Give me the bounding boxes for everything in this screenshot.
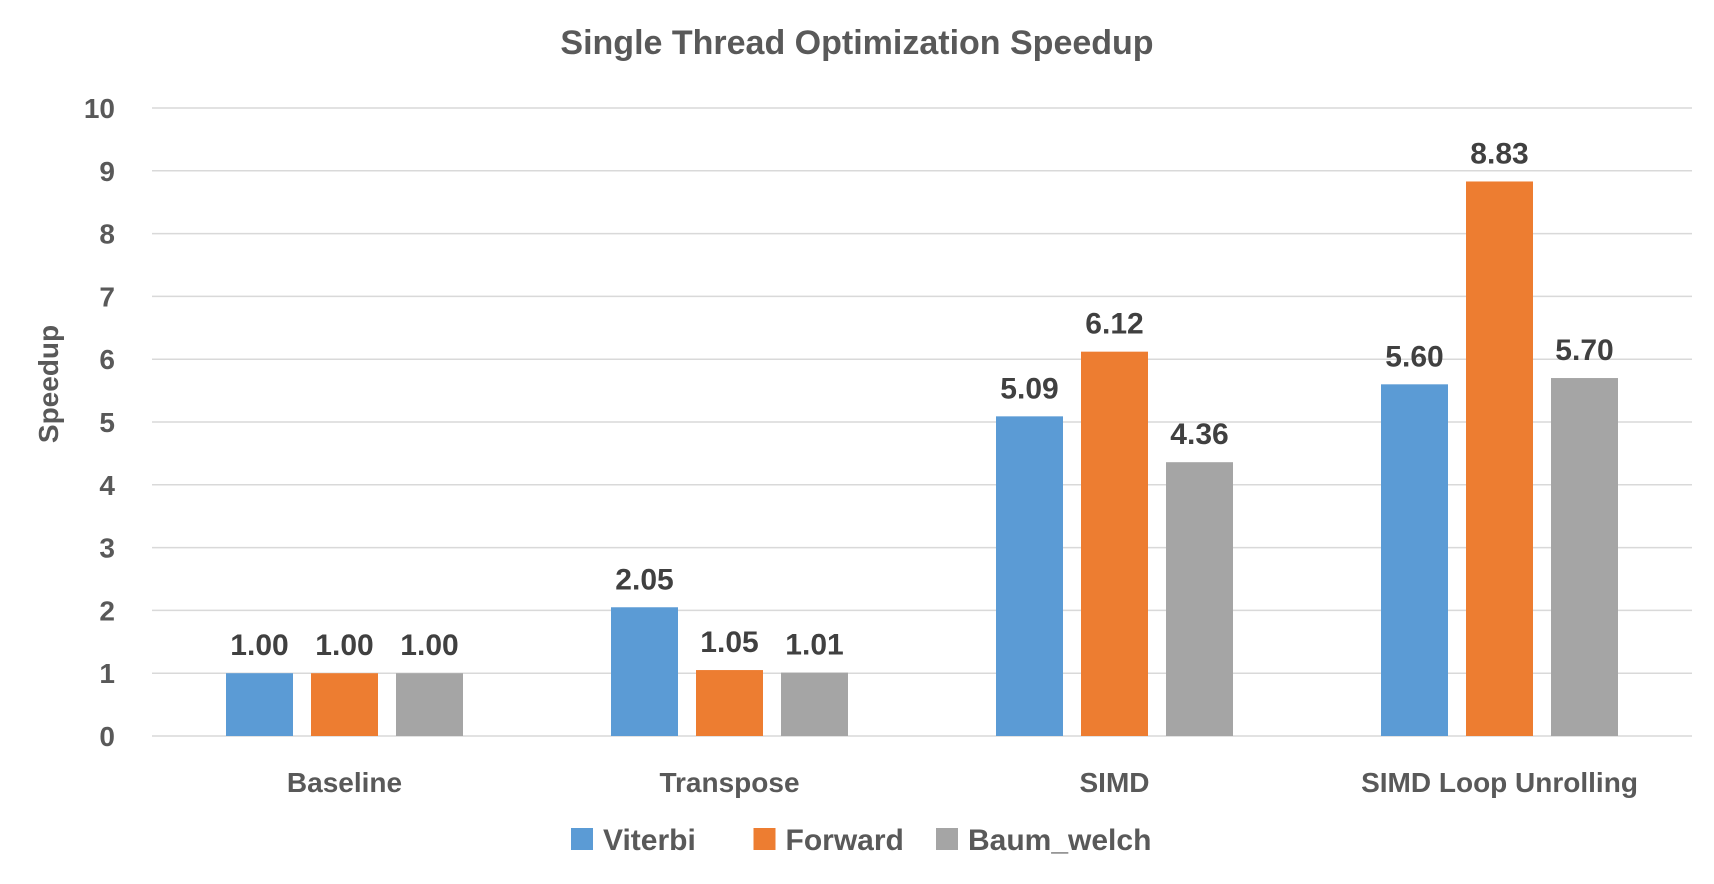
chart-title: Single Thread Optimization Speedup: [560, 24, 1153, 62]
y-axis-label: Speedup: [33, 325, 64, 443]
y-tick-label: 9: [99, 156, 115, 187]
bar-forward-3: [1466, 181, 1533, 736]
data-label: 5.09: [1000, 372, 1058, 405]
y-tick-label: 4: [99, 470, 115, 501]
y-tick-label: 5: [99, 407, 115, 438]
y-tick-label: 0: [99, 721, 115, 752]
bar-forward-0: [311, 673, 378, 736]
data-label: 2.05: [615, 563, 673, 596]
y-tick-label: 3: [99, 533, 115, 564]
legend: Viterbi Forward Baum_welch: [571, 824, 1151, 857]
y-axis-ticks: 0 1 2 3 4 5 6 7 8 9 10: [84, 93, 116, 752]
x-tick-label: Transpose: [659, 767, 799, 798]
y-tick-label: 7: [99, 281, 115, 312]
bars: [226, 181, 1618, 736]
data-label: 1.00: [315, 629, 373, 662]
bar-forward-1: [696, 670, 763, 736]
bar-baum-welch-3: [1551, 378, 1618, 736]
bar-baum-welch-1: [781, 672, 848, 736]
grid-lines: [152, 107, 1692, 737]
data-label: 8.83: [1470, 137, 1528, 170]
bar-baum-welch-0: [396, 673, 463, 736]
data-label: 1.00: [230, 629, 288, 662]
y-tick-label: 10: [84, 93, 115, 124]
legend-swatch-viterbi: [571, 828, 593, 850]
data-label: 1.00: [400, 629, 458, 662]
legend-label-viterbi: Viterbi: [603, 824, 696, 857]
legend-label-forward: Forward: [786, 824, 904, 857]
data-labels: 1.00 1.00 1.00 2.05 1.05 1.01 5.09 6.12 4.36 5.60…: [230, 137, 1613, 662]
data-label: 1.05: [700, 626, 758, 659]
data-label: 5.70: [1555, 334, 1613, 367]
x-tick-label: SIMD Loop Unrolling: [1361, 767, 1638, 798]
bar-forward-2: [1081, 351, 1148, 736]
bar-viterbi-1: [611, 607, 678, 736]
bar-baum-welch-2: [1166, 462, 1233, 736]
legend-swatch-forward: [753, 828, 776, 850]
bar-viterbi-3: [1381, 384, 1448, 736]
data-label: 5.60: [1385, 340, 1443, 373]
x-axis-ticks: Baseline Transpose SIMD SIMD Loop Unrolling: [287, 767, 1638, 798]
y-tick-label: 6: [99, 344, 115, 375]
legend-label-baum-welch: Baum_welch: [968, 824, 1151, 857]
x-tick-label: Baseline: [287, 767, 402, 798]
legend-swatch-baum-welch: [936, 828, 958, 850]
y-tick-label: 8: [99, 219, 115, 250]
bar-viterbi-2: [996, 416, 1063, 736]
bar-viterbi-0: [226, 673, 293, 736]
data-label: 1.01: [785, 629, 843, 662]
data-label: 4.36: [1170, 418, 1228, 451]
data-label: 6.12: [1085, 308, 1143, 341]
y-tick-label: 2: [99, 595, 115, 626]
x-tick-label: SIMD: [1080, 767, 1150, 798]
y-tick-label: 1: [99, 658, 115, 689]
